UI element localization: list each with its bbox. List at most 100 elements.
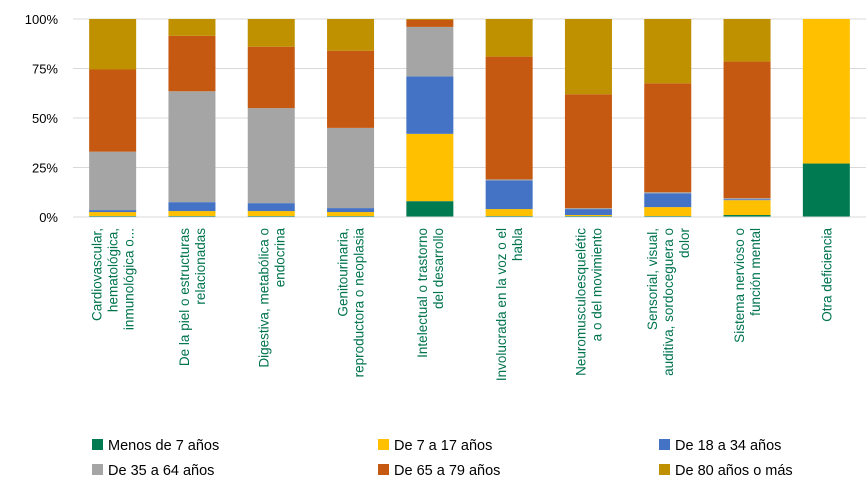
bar-segment-1-4 [168, 35, 216, 92]
bar-segment-2-5 [247, 19, 295, 47]
x-tick-label-line: función mental [748, 228, 763, 316]
y-tick-label: 0% [39, 210, 58, 225]
bar-segment-0-1 [89, 212, 137, 217]
x-tick-label-line: Otra deficiencia [819, 228, 834, 322]
bar-segment-5-4 [485, 56, 533, 180]
bar-segment-7-2 [644, 193, 692, 208]
bar-segment-2-4 [247, 46, 295, 109]
x-tick-label: Cardiovascular, hematológica, inmunológica… [90, 228, 137, 330]
legend-swatch [659, 439, 670, 450]
bar-segment-8-0 [723, 215, 771, 217]
bar-segment-0-5 [89, 19, 137, 70]
legend-item: De 65 a 79 años [378, 463, 500, 479]
bar-segment-9-0 [802, 163, 850, 217]
x-tick-label-line: reproductora o neoplasia [352, 228, 367, 378]
bar-segment-3-3 [327, 127, 375, 209]
bar-segment-4-3 [406, 26, 454, 77]
legend-label: De 7 a 17 años [394, 438, 492, 454]
bar-segment-7-4 [644, 83, 692, 193]
x-tick-label-line: a o del movimiento [589, 228, 604, 341]
x-tick-label-line: Neuromusculoesquelétic [573, 228, 588, 376]
bar-segment-8-4 [723, 61, 771, 199]
legend-label: De 35 a 64 años [108, 463, 214, 479]
x-tick-label: Digestiva, metabólica o endocrina [256, 228, 287, 368]
bar-segment-1-1 [168, 211, 216, 217]
legend-label: Menos de 7 años [108, 438, 219, 454]
bar-segment-5-3 [485, 179, 533, 181]
bar-segment-3-4 [327, 50, 375, 128]
bar-segment-4-5 [406, 19, 454, 20]
bar-segment-2-2 [247, 203, 295, 212]
x-tick-label-line: endocrina [272, 228, 287, 288]
x-tick-label-line: Involucrada en la voz o el [494, 228, 509, 381]
x-tick-label-line: inmunológica o... [122, 228, 137, 330]
bar-segment-7-3 [644, 192, 692, 194]
y-tick-label: 75% [32, 62, 58, 77]
x-tick-label-line: auditiva, sordoceguera o [661, 228, 676, 376]
bar-segment-9-1 [802, 19, 850, 164]
legend: Menos de 7 años De 7 a 17 años De 18 a 34 … [92, 438, 793, 479]
x-tick-label-line: habla [510, 228, 525, 262]
bar-segment-8-5 [723, 19, 771, 62]
x-tick-label-line: Cardiovascular, [90, 228, 105, 321]
y-axis-ticks: 0% 25% 50% 75% 100% [25, 12, 59, 225]
y-tick-label: 25% [32, 161, 58, 176]
x-tick-label-line: relacionadas [193, 228, 208, 305]
x-tick-label: Sistema nervioso o función mental [732, 228, 763, 343]
bar-segment-5-5 [485, 19, 533, 57]
bar-segment-5-1 [485, 209, 533, 217]
x-tick-label-line: Sistema nervioso o [732, 228, 747, 343]
bar-segment-2-1 [247, 211, 295, 217]
legend-swatch [92, 439, 103, 450]
bar-segment-2-3 [247, 108, 295, 204]
x-tick-label: Otra deficiencia [819, 228, 834, 322]
y-tick-label: 50% [32, 111, 58, 126]
bar-segment-4-4 [406, 19, 454, 27]
bar-segment-4-2 [406, 76, 454, 134]
bar-segment-6-4 [564, 94, 612, 209]
bar-segment-6-5 [564, 19, 612, 95]
bar-segment-8-2 [723, 199, 771, 201]
legend-item: De 18 a 34 años [659, 438, 781, 454]
bar-segment-3-5 [327, 19, 375, 51]
bar-segment-3-2 [327, 208, 375, 213]
bar-segment-6-2 [564, 209, 612, 216]
bar-segment-0-2 [89, 210, 137, 213]
bar-segment-4-1 [406, 133, 454, 202]
y-tick-label: 100% [25, 12, 59, 27]
bar-segment-0-4 [89, 69, 137, 152]
x-tick-label-line: Intelectual o trastorno [415, 228, 430, 358]
legend-label: De 80 años o más [675, 463, 793, 479]
x-tick-label-line: Sensorial, visual, [645, 228, 660, 330]
legend-swatch [378, 464, 389, 475]
legend-label: De 65 a 79 años [394, 463, 500, 479]
x-tick-label-line: del desarrollo [431, 228, 446, 309]
bar-segment-4-0 [406, 201, 454, 217]
x-tick-label: Genitourinaria, reproductora o neoplasia [336, 228, 367, 378]
bar-segment-0-3 [89, 151, 137, 211]
x-tick-label-line: De la piel o estructuras [177, 228, 192, 366]
legend-label: De 18 a 34 años [675, 438, 781, 454]
bar-segment-5-2 [485, 180, 533, 210]
x-tick-label-line: Genitourinaria, [336, 228, 351, 317]
bar-segment-7-5 [644, 19, 692, 84]
legend-swatch [378, 439, 389, 450]
bar-segment-6-3 [564, 208, 612, 210]
x-tick-label: Neuromusculoesquelétic a o del movimiento [573, 228, 604, 376]
legend-swatch [659, 464, 670, 475]
bar-segment-7-1 [644, 207, 692, 217]
legend-item: De 80 años o más [659, 463, 793, 479]
x-tick-label-line: dolor [677, 228, 692, 259]
legend-swatch [92, 464, 103, 475]
x-tick-label-line: Digestiva, metabólica o [256, 228, 271, 368]
legend-item: Menos de 7 años [92, 438, 219, 454]
bar-segment-1-5 [168, 19, 216, 36]
bar-segment-1-2 [168, 202, 216, 212]
bar-segment-8-3 [723, 198, 771, 200]
bar-segment-6-1 [564, 215, 612, 217]
x-tick-label: Intelectual o trastorno del desarrollo [415, 228, 446, 358]
bar-segment-8-1 [723, 200, 771, 216]
legend-item: De 35 a 64 años [92, 463, 214, 479]
bar-segment-3-1 [327, 212, 375, 217]
